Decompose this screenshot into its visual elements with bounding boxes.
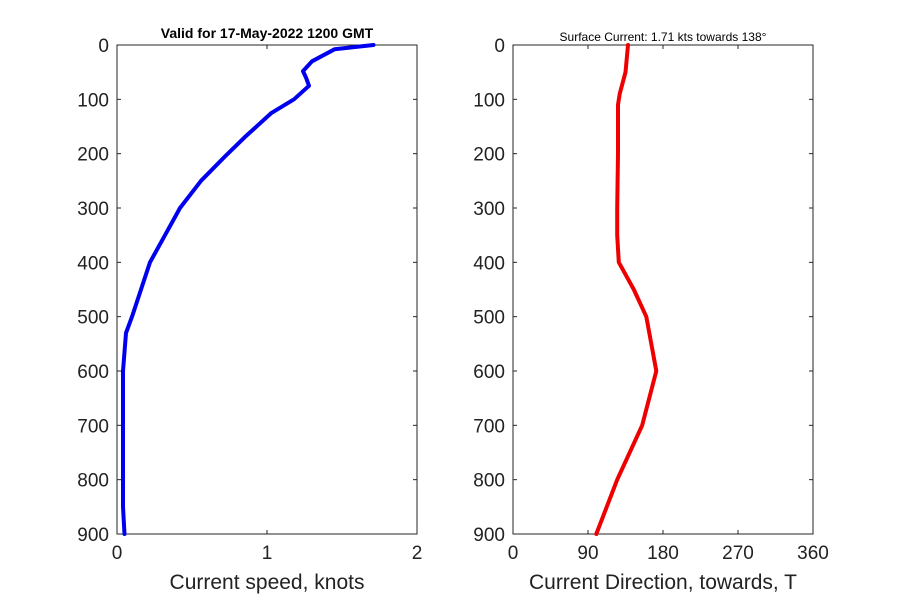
direction-ytick-label: 700 — [473, 416, 505, 437]
speed-ytick-label: 800 — [77, 471, 109, 492]
direction-x-axis-label: Current Direction, towards, T — [529, 571, 797, 594]
speed-ytick-label: 500 — [77, 308, 109, 329]
speed-ytick-label: 300 — [77, 199, 109, 220]
direction-xtick-label: 360 — [797, 543, 829, 564]
direction-ytick-label: 100 — [473, 90, 505, 111]
direction-ytick-label: 400 — [473, 253, 505, 274]
direction-series-line — [594, 43, 659, 536]
speed-ytick-label: 0 — [98, 36, 109, 57]
direction-xtick-label: 90 — [577, 543, 598, 564]
direction-xtick-label: 0 — [508, 543, 519, 564]
speed-chart-title: Valid for 17-May-2022 1200 GMT — [161, 25, 374, 41]
direction-ytick-label: 900 — [473, 525, 505, 546]
speed-ytick-label: 600 — [77, 362, 109, 383]
direction-ytick-label: 600 — [473, 362, 505, 383]
direction-ytick-label: 0 — [494, 36, 505, 57]
speed-ytick-label: 400 — [77, 253, 109, 274]
direction-ytick-label: 800 — [473, 471, 505, 492]
direction-ytick-label: 300 — [473, 199, 505, 220]
speed-xtick-label: 2 — [412, 543, 423, 564]
speed-x-axis-label: Current speed, knots — [170, 571, 365, 594]
speed-ytick-label: 200 — [77, 145, 109, 166]
speed-series-line — [121, 43, 376, 536]
speed-ytick-label: 100 — [77, 90, 109, 111]
speed-xtick-label: 0 — [112, 543, 123, 564]
speed-xtick-label: 1 — [262, 543, 273, 564]
direction-ytick-label: 500 — [473, 308, 505, 329]
direction-xtick-label: 180 — [647, 543, 679, 564]
direction-ytick-label: 200 — [473, 145, 505, 166]
speed-ytick-label: 900 — [77, 525, 109, 546]
direction-xtick-label: 270 — [722, 543, 754, 564]
direction-chart-title: Surface Current: 1.71 kts towards 138° — [560, 30, 767, 44]
speed-ytick-label: 700 — [77, 416, 109, 437]
